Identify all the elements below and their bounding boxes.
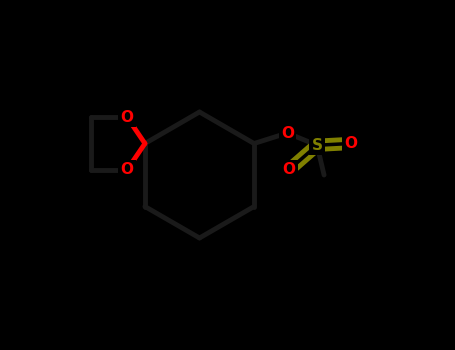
- Text: O: O: [121, 162, 134, 177]
- Text: S: S: [312, 138, 323, 153]
- Text: O: O: [121, 110, 134, 125]
- Text: O: O: [281, 126, 294, 140]
- Text: O: O: [283, 162, 296, 177]
- Text: O: O: [344, 136, 357, 151]
